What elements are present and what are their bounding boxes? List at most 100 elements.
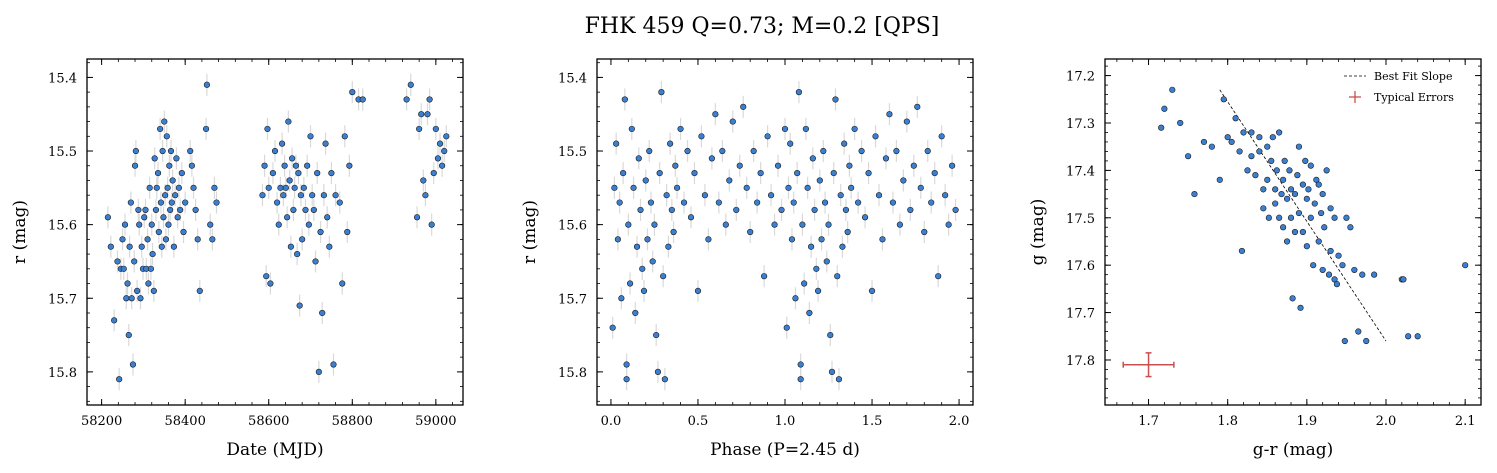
data-point — [1281, 157, 1288, 165]
y-tick-label: 17.6 — [1066, 259, 1095, 274]
y-tick-label: 15.8 — [558, 366, 587, 381]
data-point — [1302, 157, 1309, 165]
data-point — [794, 170, 801, 177]
data-point — [771, 221, 778, 228]
data-point — [1343, 214, 1350, 221]
data-point — [1414, 333, 1421, 340]
data-point — [623, 376, 630, 383]
data-point — [341, 133, 348, 140]
data-point — [121, 221, 129, 228]
data-point — [1307, 162, 1314, 169]
data-point — [809, 155, 816, 162]
data-point — [324, 214, 331, 221]
x-tick-label: 58600 — [248, 414, 289, 429]
data-point — [1319, 190, 1326, 198]
data-point — [126, 243, 133, 250]
y-tick-label: 15.7 — [558, 292, 587, 307]
data-point — [616, 199, 623, 206]
data-point — [149, 250, 156, 258]
data-point — [296, 302, 303, 309]
data-point — [900, 177, 907, 184]
ticks — [1105, 59, 1482, 405]
x-tick-label: 58800 — [332, 414, 373, 429]
data-point — [632, 309, 639, 317]
data-point — [104, 214, 111, 221]
data-point — [158, 243, 165, 250]
data-point — [261, 162, 268, 169]
data-point — [336, 199, 343, 206]
data-point — [663, 192, 670, 199]
data-point — [1294, 172, 1301, 179]
data-point — [630, 184, 637, 191]
data-point — [855, 199, 862, 206]
data-point — [125, 331, 132, 339]
data-point — [715, 199, 722, 206]
y-tick-label: 17.4 — [1066, 164, 1095, 179]
data-point — [1232, 115, 1239, 122]
data-point — [317, 228, 324, 236]
data-point — [907, 206, 914, 214]
data-point — [407, 81, 414, 88]
data-point — [1347, 224, 1354, 231]
data-point — [285, 118, 292, 125]
data-point — [767, 192, 775, 199]
data-point — [203, 81, 211, 88]
data-point — [161, 118, 168, 125]
data-point — [914, 103, 921, 110]
data-point — [1327, 247, 1334, 255]
x-tick-label: 1.7 — [1138, 414, 1159, 429]
data-point — [761, 273, 768, 280]
data-point — [162, 236, 170, 243]
data-point — [844, 228, 851, 236]
data-point — [202, 125, 210, 133]
data-point — [861, 214, 869, 221]
data-point — [637, 206, 644, 214]
data-point — [1331, 214, 1338, 221]
data-point — [743, 184, 750, 191]
data-point — [339, 280, 346, 287]
data-point — [790, 199, 797, 206]
data-point — [320, 192, 327, 199]
data-point — [164, 184, 171, 191]
data-point — [1238, 247, 1246, 255]
data-point — [712, 111, 719, 118]
data-point — [1269, 134, 1276, 141]
data-point — [1158, 124, 1165, 131]
data-point — [1276, 129, 1283, 136]
data-point — [635, 155, 642, 162]
y-tick-label: 15.8 — [48, 366, 77, 381]
data-point — [170, 243, 177, 250]
data-point — [1327, 205, 1334, 212]
axes-frame — [86, 58, 464, 406]
data-point — [740, 103, 747, 110]
data-point — [1355, 328, 1362, 335]
data-point — [302, 206, 309, 214]
data-point — [190, 184, 197, 191]
data-point — [1299, 181, 1306, 188]
data-point — [211, 184, 218, 191]
data-point — [1272, 200, 1279, 207]
data-point — [701, 192, 709, 199]
data-point — [439, 162, 446, 169]
data-point — [315, 368, 322, 375]
data-point — [886, 111, 893, 118]
x-tick-label: 1.8 — [1217, 414, 1238, 429]
data-point — [428, 221, 435, 228]
data-point — [804, 184, 811, 191]
panels: 58200 58400 58600 58800 59000 15.4 15.5 15.6 15.… — [10, 58, 1482, 460]
data-point — [1260, 186, 1267, 193]
data-point — [646, 147, 653, 155]
data-point — [694, 287, 702, 294]
y-tick-label: 15.5 — [558, 145, 587, 160]
data-point — [841, 140, 848, 147]
data-point — [642, 177, 649, 184]
data-point — [667, 140, 674, 147]
data-point — [1325, 271, 1333, 278]
data-point — [614, 236, 621, 243]
data-point — [1264, 143, 1271, 150]
data-point — [858, 147, 865, 155]
data-point — [747, 228, 754, 236]
x-axis-label: Date (MJD) — [226, 440, 323, 460]
data-point — [160, 214, 167, 221]
data-point — [1264, 176, 1271, 183]
